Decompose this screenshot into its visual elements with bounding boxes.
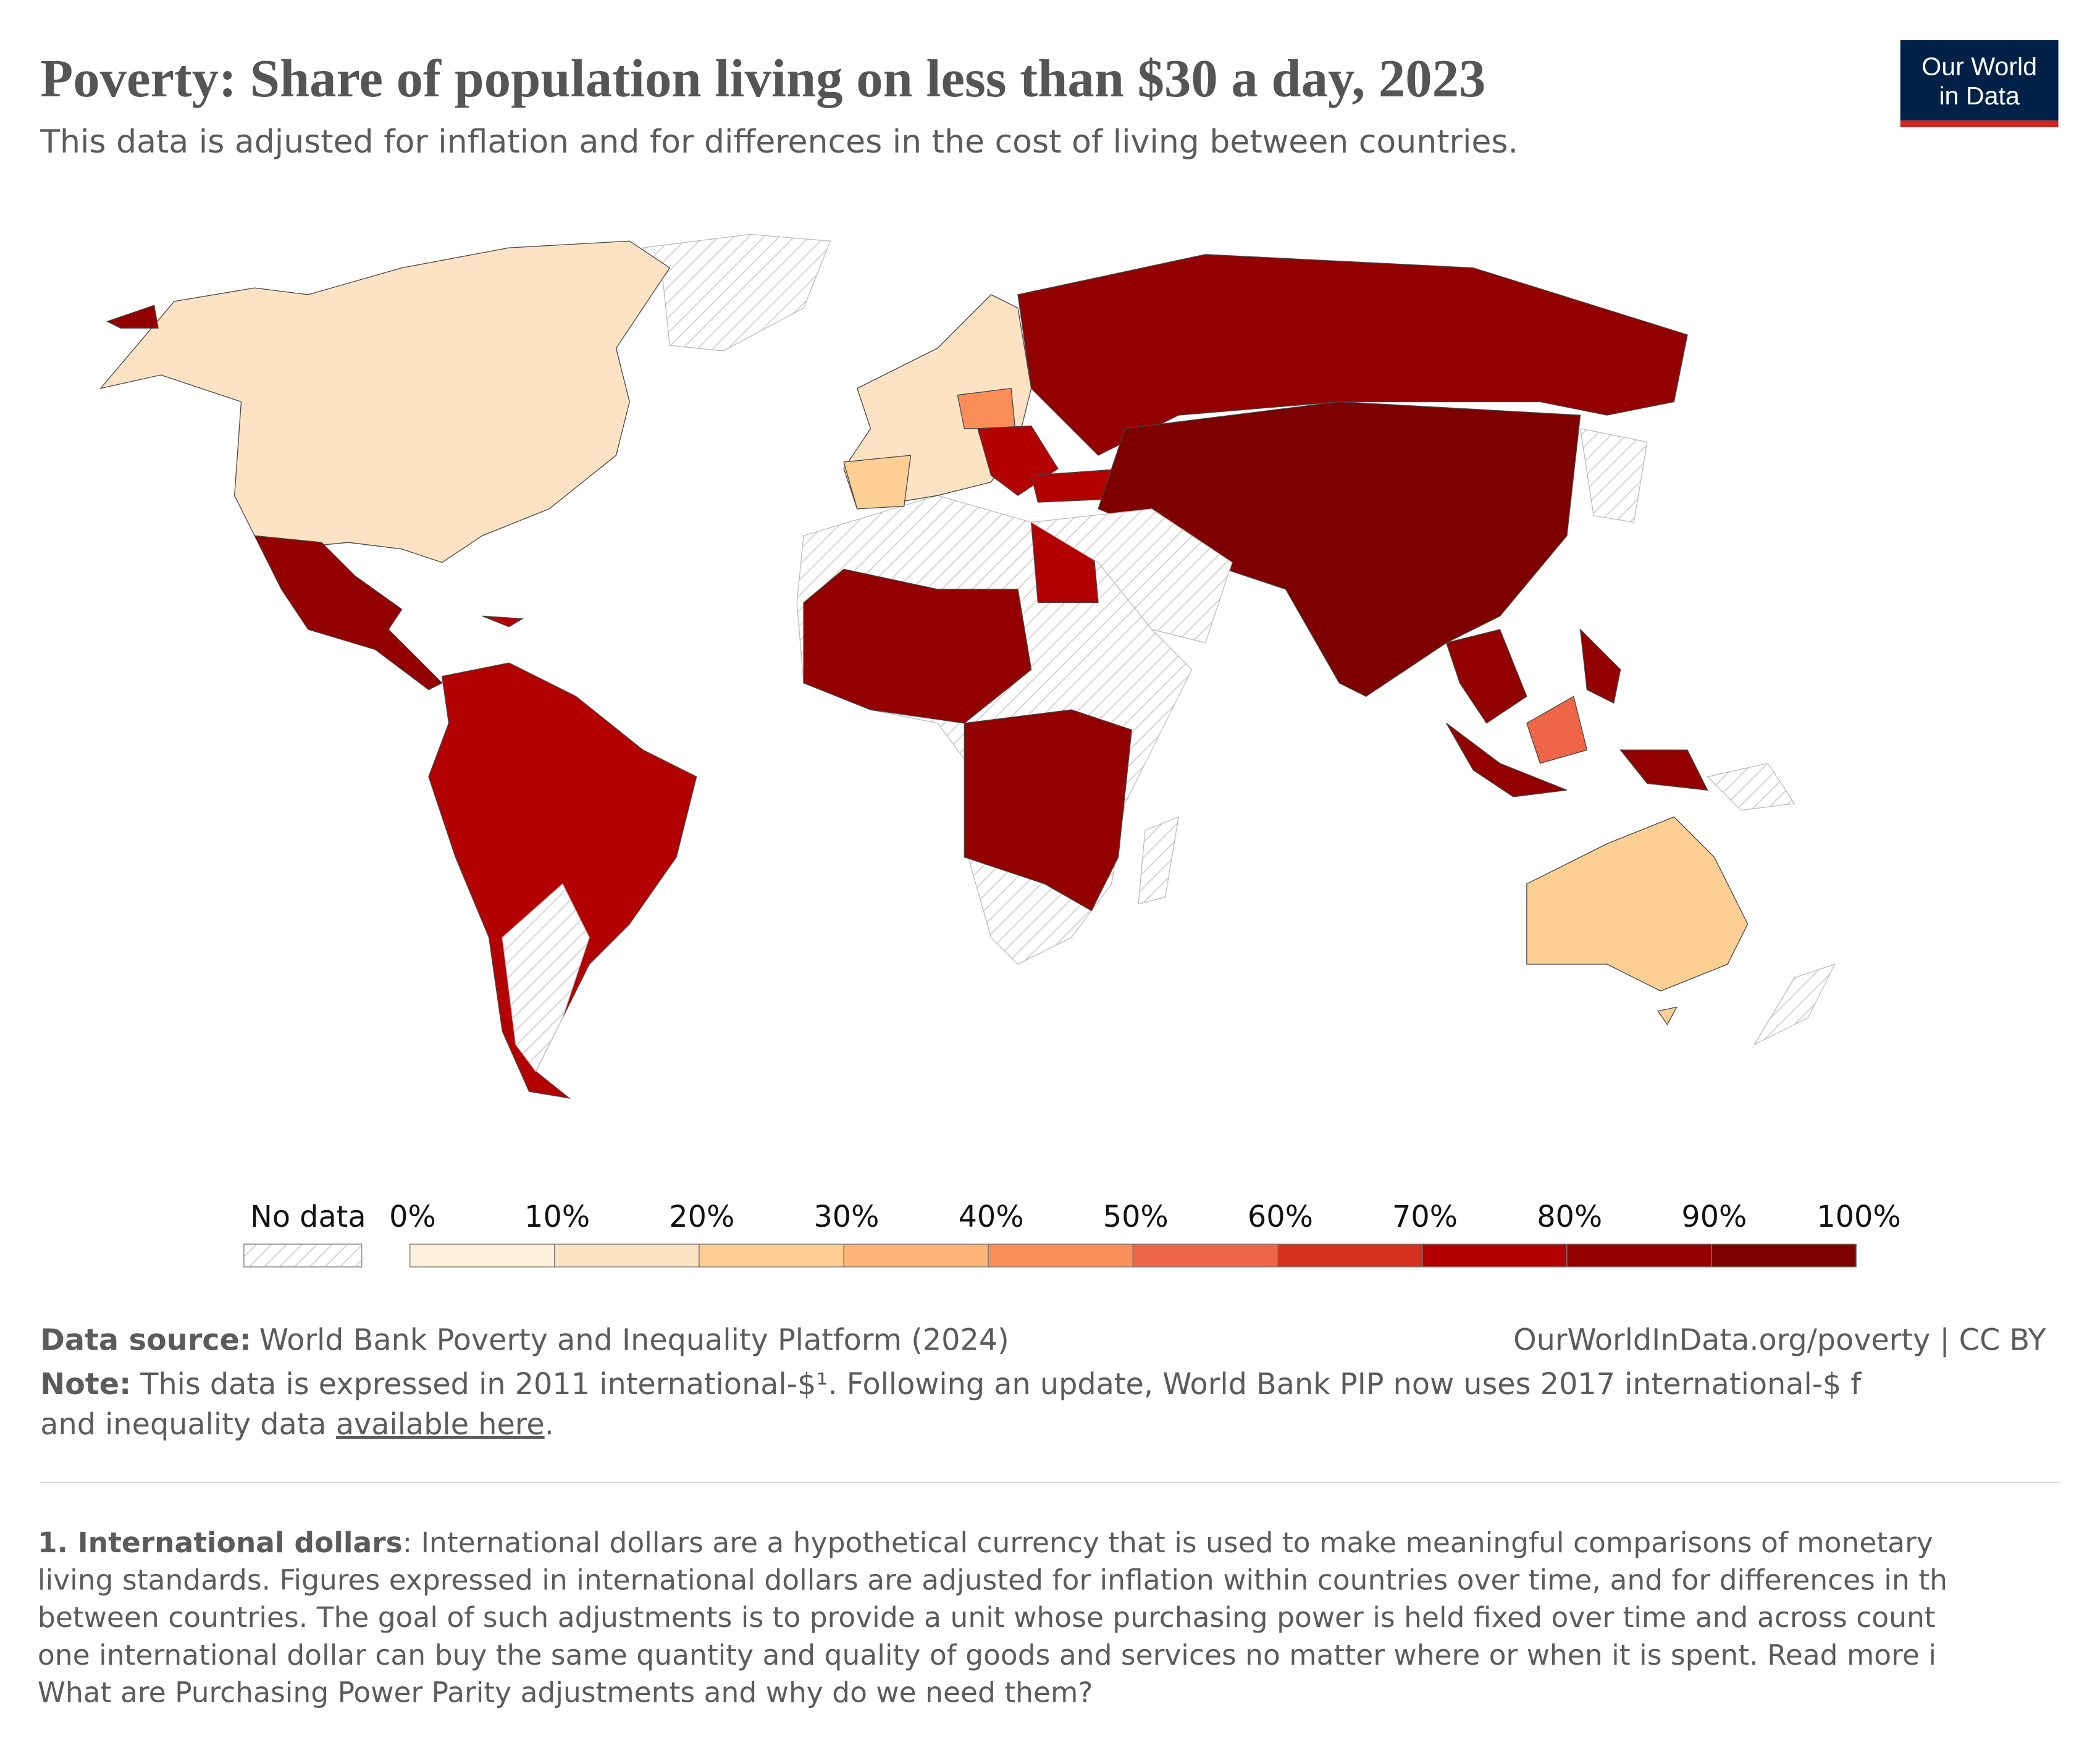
legend-tick-label: 70% bbox=[1392, 1200, 1458, 1234]
footnote: 1. International dollars: International … bbox=[38, 1526, 1933, 1559]
source-text: World Bank Poverty and Inequality Platfo… bbox=[259, 1323, 1009, 1357]
title: Poverty: Share of population living on l… bbox=[40, 49, 1485, 108]
note: Note: This data is expressed in 2011 int… bbox=[40, 1368, 1862, 1402]
legend-bin bbox=[699, 1243, 844, 1268]
note-text: This data is expressed in 2011 internati… bbox=[131, 1368, 1862, 1402]
logo: Our World in Data bbox=[1900, 40, 2059, 127]
note-text: and inequality data bbox=[40, 1408, 336, 1442]
legend-bin bbox=[1132, 1243, 1279, 1268]
footnote: between countries. The goal of such adju… bbox=[38, 1601, 1936, 1634]
note-label: Note: bbox=[40, 1368, 131, 1402]
source: Data source: World Bank Poverty and Inequ… bbox=[40, 1323, 1009, 1357]
legend-bin bbox=[1277, 1243, 1423, 1268]
legend-tick-label: 100% bbox=[1816, 1200, 1900, 1234]
footnote-label: 1. International dollars bbox=[38, 1526, 403, 1559]
footnote: What are Purchasing Power Parity adjustm… bbox=[38, 1676, 1093, 1709]
logo-line: Our World bbox=[1922, 52, 2037, 80]
no-data-label: No data bbox=[250, 1200, 366, 1234]
legend-tick-label: 50% bbox=[1103, 1200, 1169, 1234]
legend-bin bbox=[1566, 1243, 1712, 1268]
source-label: Data source: bbox=[40, 1323, 251, 1357]
logo-line: in Data bbox=[1939, 82, 2020, 110]
footer: Data source: World Bank Poverty and Inequ… bbox=[38, 1323, 2060, 1709]
legend-bin bbox=[554, 1243, 700, 1268]
note: and inequality data available here. bbox=[40, 1408, 554, 1442]
footnote: living standards. Figures expressed in i… bbox=[38, 1564, 1947, 1597]
legend-tick-label: 40% bbox=[959, 1200, 1024, 1234]
map bbox=[99, 233, 1836, 1099]
subtitle: This data is adjusted for inflation and … bbox=[40, 124, 1518, 161]
legend-bin bbox=[1422, 1243, 1568, 1268]
legend-tick-label: 10% bbox=[524, 1200, 590, 1234]
footnote: one international dollar can buy the sam… bbox=[38, 1639, 1936, 1671]
footnote-text: : International dollars are a hypothetic… bbox=[403, 1526, 1933, 1559]
legend: No data 0% 10% 20% 30% 40% 50% 60% 70% 80% 90% 100… bbox=[243, 1200, 1901, 1268]
note-text: . bbox=[545, 1408, 554, 1442]
legend-bin bbox=[1711, 1243, 1857, 1268]
legend-tick-label: 60% bbox=[1248, 1200, 1313, 1234]
legend-bin bbox=[988, 1243, 1134, 1268]
legend-tick-label: 30% bbox=[813, 1200, 879, 1234]
legend-tick-label: 80% bbox=[1537, 1200, 1602, 1234]
note-link[interactable]: available here bbox=[336, 1408, 545, 1442]
url: OurWorldInData.org/poverty | CC BY bbox=[1513, 1323, 2046, 1357]
legend-tick-label: 20% bbox=[669, 1200, 734, 1234]
legend-bin bbox=[410, 1243, 555, 1268]
legend-tick-label: 0% bbox=[389, 1200, 436, 1234]
no-data-swatch bbox=[243, 1243, 363, 1268]
legend-tick-label: 90% bbox=[1681, 1200, 1747, 1234]
legend-bin bbox=[843, 1243, 989, 1268]
